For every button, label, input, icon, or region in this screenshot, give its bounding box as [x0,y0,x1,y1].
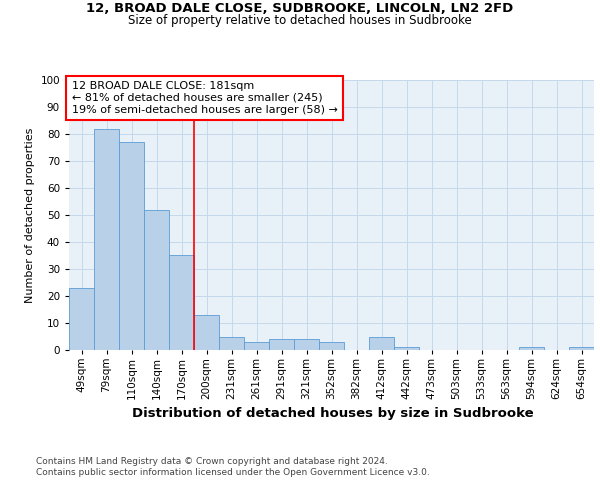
Bar [294,339,319,350]
Y-axis label: Number of detached properties: Number of detached properties [25,128,35,302]
Text: 12, BROAD DALE CLOSE, SUDBROOKE, LINCOLN, LN2 2FD: 12, BROAD DALE CLOSE, SUDBROOKE, LINCOLN… [86,2,514,16]
Bar [69,288,94,350]
Text: 12 BROAD DALE CLOSE: 181sqm
← 81% of detached houses are smaller (245)
19% of se: 12 BROAD DALE CLOSE: 181sqm ← 81% of det… [71,82,337,114]
Bar [144,210,169,350]
Bar [319,342,344,350]
Bar [119,142,144,350]
Text: Contains HM Land Registry data © Crown copyright and database right 2024.
Contai: Contains HM Land Registry data © Crown c… [36,458,430,477]
Bar [194,315,219,350]
Bar [569,348,594,350]
Bar [219,336,244,350]
Text: Size of property relative to detached houses in Sudbrooke: Size of property relative to detached ho… [128,14,472,27]
Bar [519,348,544,350]
Bar [94,128,119,350]
Text: Distribution of detached houses by size in Sudbrooke: Distribution of detached houses by size … [132,408,534,420]
Bar [169,256,194,350]
Bar [369,336,394,350]
Bar [394,348,419,350]
Bar [269,339,294,350]
Bar [244,342,269,350]
